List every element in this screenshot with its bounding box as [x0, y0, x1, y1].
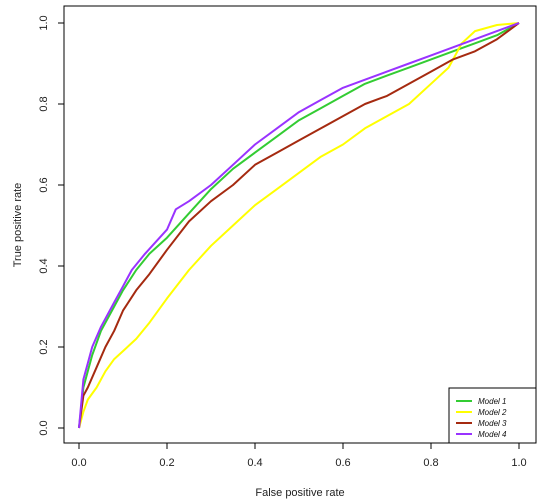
x-tick-label: 0.8 — [423, 457, 438, 469]
x-tick-label: 0.4 — [247, 457, 262, 469]
series-line-model-3 — [78, 22, 520, 429]
y-tick-label: 0.2 — [38, 339, 50, 354]
series-line-model-2 — [78, 22, 520, 429]
y-axis: 0.0 0.2 0.4 0.6 0.8 1.0 — [38, 15, 65, 436]
legend-label-model-4: Model 4 — [478, 430, 507, 439]
x-tick-label: 0.6 — [335, 457, 350, 469]
series-line-model-1 — [78, 22, 520, 429]
series-line-model-4 — [78, 22, 520, 429]
x-tick-label: 1.0 — [511, 457, 526, 469]
legend-label-model-3: Model 3 — [478, 419, 507, 428]
y-axis-label: True positive rate — [12, 183, 24, 268]
x-axis: 0.0 0.2 0.4 0.6 0.8 1.0 — [71, 442, 527, 469]
y-tick-label: 0.6 — [38, 177, 50, 192]
plot-frame — [63, 5, 537, 444]
legend-label-model-1: Model 1 — [478, 397, 506, 406]
x-tick-label: 0.2 — [159, 457, 174, 469]
legend: Model 1 Model 2 Model 3 Model 4 — [448, 387, 537, 444]
y-tick-label: 0.4 — [38, 258, 50, 273]
y-tick-label: 0.0 — [38, 420, 50, 435]
legend-label-model-2: Model 2 — [478, 408, 507, 417]
y-tick-label: 0.8 — [38, 96, 50, 111]
series-layer — [78, 22, 520, 429]
x-tick-label: 0.0 — [71, 457, 86, 469]
x-axis-label: False positive rate — [255, 487, 344, 499]
y-tick-label: 1.0 — [38, 15, 50, 30]
